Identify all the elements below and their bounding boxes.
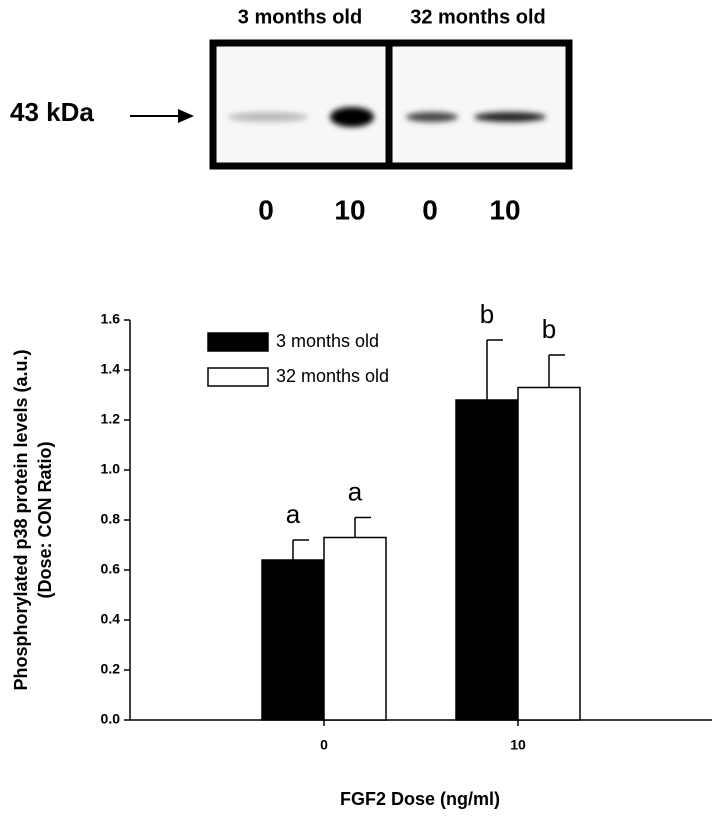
legend-label: 3 months old xyxy=(276,331,379,351)
y-tick-label: 0.8 xyxy=(101,511,121,527)
lane-label: 10 xyxy=(334,194,365,225)
y-tick-label: 1.2 xyxy=(101,411,121,427)
blot-band xyxy=(474,112,546,122)
blot-band xyxy=(406,112,458,122)
arrow-head xyxy=(178,109,194,123)
y-axis-label: (Dose: CON Ratio) xyxy=(35,441,55,598)
y-tick-label: 0.4 xyxy=(101,611,121,627)
x-tick-label: 0 xyxy=(320,737,328,753)
bar xyxy=(455,399,519,721)
significance-label: a xyxy=(348,476,363,506)
x-axis-label: FGF2 Dose (ng/ml) xyxy=(340,789,500,809)
y-tick-label: 0.2 xyxy=(101,661,121,677)
blot-band xyxy=(330,107,374,127)
bar xyxy=(517,386,581,721)
y-axis-label: Phosphorylated p38 protein levels (a.u.) xyxy=(11,349,31,690)
y-tick-label: 0.0 xyxy=(101,711,121,727)
y-tick-label: 1.6 xyxy=(101,311,121,327)
bar xyxy=(261,559,325,721)
legend-swatch xyxy=(207,367,269,387)
significance-label: b xyxy=(542,314,556,344)
lane-label: 0 xyxy=(422,194,438,225)
blot-group-label: 3 months old xyxy=(238,6,362,28)
bar xyxy=(323,536,387,721)
significance-label: b xyxy=(480,299,494,329)
legend-swatch xyxy=(207,332,269,352)
y-tick-label: 1.4 xyxy=(101,361,121,377)
marker-label: 43 kDa xyxy=(10,97,94,127)
lane-label: 10 xyxy=(489,194,520,225)
blot-band xyxy=(228,112,308,122)
legend-label: 32 months old xyxy=(276,366,389,386)
y-tick-label: 1.0 xyxy=(101,461,121,477)
lane-label: 0 xyxy=(258,194,274,225)
y-tick-label: 0.6 xyxy=(101,561,121,577)
x-tick-label: 10 xyxy=(510,737,526,753)
blot-group-label: 32 months old xyxy=(410,6,546,28)
significance-label: a xyxy=(286,499,301,529)
